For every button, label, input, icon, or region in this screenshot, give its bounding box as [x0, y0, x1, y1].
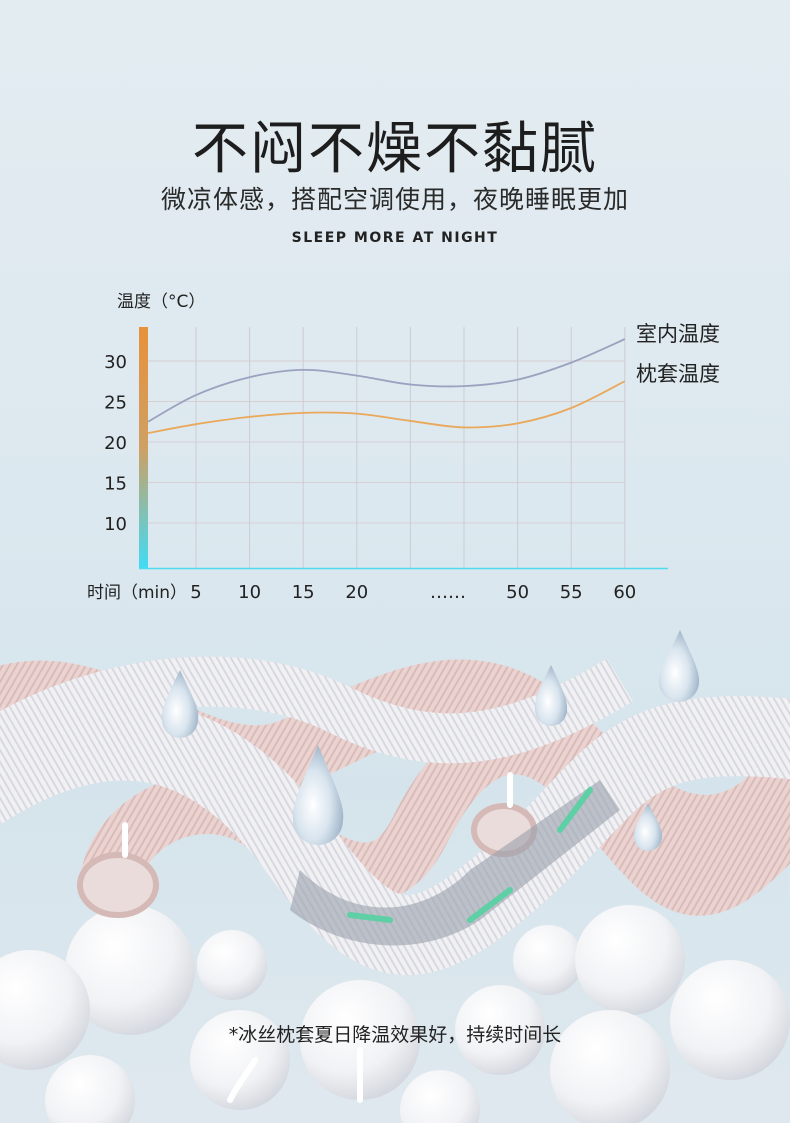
x-tick-label: ……: [430, 582, 466, 603]
legend-indoor: 室内温度: [636, 322, 720, 346]
x-tick-label: 10: [238, 582, 261, 603]
y-axis-gradient-bar: [139, 327, 148, 568]
y-axis-label: 温度（°C）: [117, 292, 205, 312]
x-tick-label: 50: [506, 582, 529, 603]
page-title: 不闷不燥不黏腻: [192, 117, 598, 182]
temperature-chart: 温度（°C） 时间（min） 10 15 20 25 30 5 10 15 20 …… 50 55 6…: [87, 292, 720, 603]
x-tick-label: 5: [190, 582, 201, 603]
x-tick-label: 55: [560, 582, 583, 603]
footer-caption: *冰丝枕套夏日降温效果好，持续时间长: [228, 1024, 562, 1046]
legend-pillow: 枕套温度: [636, 362, 720, 386]
airflow-arrows: [122, 772, 593, 1103]
y-tick-label: 20: [104, 433, 127, 454]
x-tick-label: 20: [345, 582, 368, 603]
y-tick-label: 30: [104, 352, 127, 373]
background-spheres: [0, 905, 790, 1123]
y-tick-label: 25: [104, 393, 127, 414]
series-line-0: [147, 338, 626, 423]
x-axis-label: 时间（min）: [87, 583, 187, 603]
y-tick-label: 10: [104, 514, 127, 535]
chart-grid: [148, 327, 626, 568]
x-tick-label: 60: [613, 582, 636, 603]
water-droplets: [161, 630, 700, 851]
y-tick-label: 15: [104, 474, 127, 495]
cooling-fiber-illustration: [0, 630, 790, 1123]
english-tagline: SLEEP MORE AT NIGHT: [291, 230, 499, 246]
x-tick-label: 15: [292, 582, 315, 603]
series-line-1: [147, 380, 626, 434]
page-subtitle: 微凉体感，搭配空调使用，夜晚睡眠更加: [160, 185, 629, 214]
